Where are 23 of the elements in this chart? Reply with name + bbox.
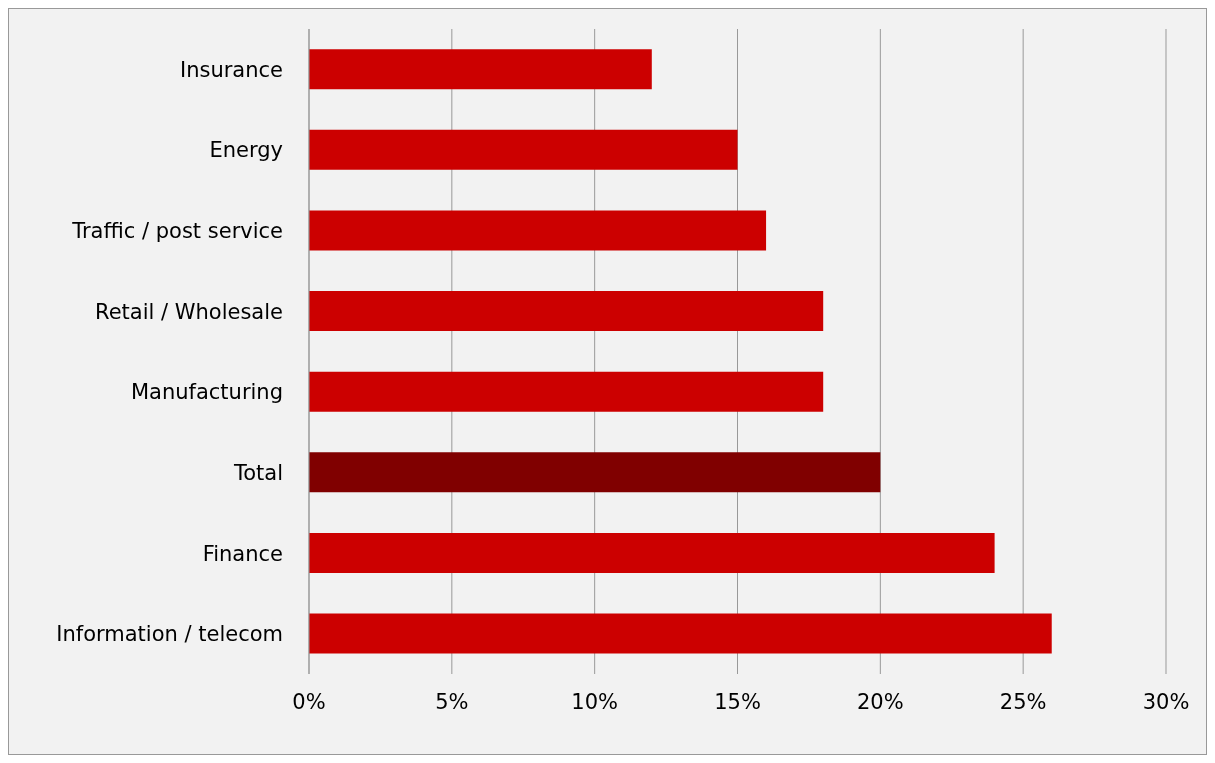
y-tick-label: Energy: [209, 138, 283, 163]
x-tick-label: 15%: [714, 689, 761, 714]
bar: [309, 371, 824, 412]
y-tick-label: Insurance: [179, 57, 283, 82]
bar: [309, 452, 881, 493]
y-tick-label: Manufacturing: [130, 380, 283, 405]
y-tick-label: Retail / Wholesale: [94, 299, 283, 324]
bar: [309, 532, 995, 573]
x-tick-label: 20%: [856, 689, 904, 714]
x-tick-label: 10%: [571, 689, 619, 714]
y-tick-label: Traffic / post service: [71, 219, 283, 244]
bar: [309, 129, 738, 170]
x-tick-label: 30%: [1142, 689, 1190, 714]
x-tick-label: 5%: [435, 689, 469, 714]
y-tick-label: Total: [232, 460, 283, 485]
bar: [309, 49, 652, 90]
x-tick-label: 25%: [999, 689, 1047, 714]
bar: [309, 210, 767, 251]
bar: [309, 291, 824, 332]
x-tick-label: 0%: [292, 689, 326, 714]
bar: [309, 613, 1052, 654]
y-tick-label: Information / telecom: [56, 622, 283, 647]
y-tick-label: Finance: [202, 541, 283, 566]
